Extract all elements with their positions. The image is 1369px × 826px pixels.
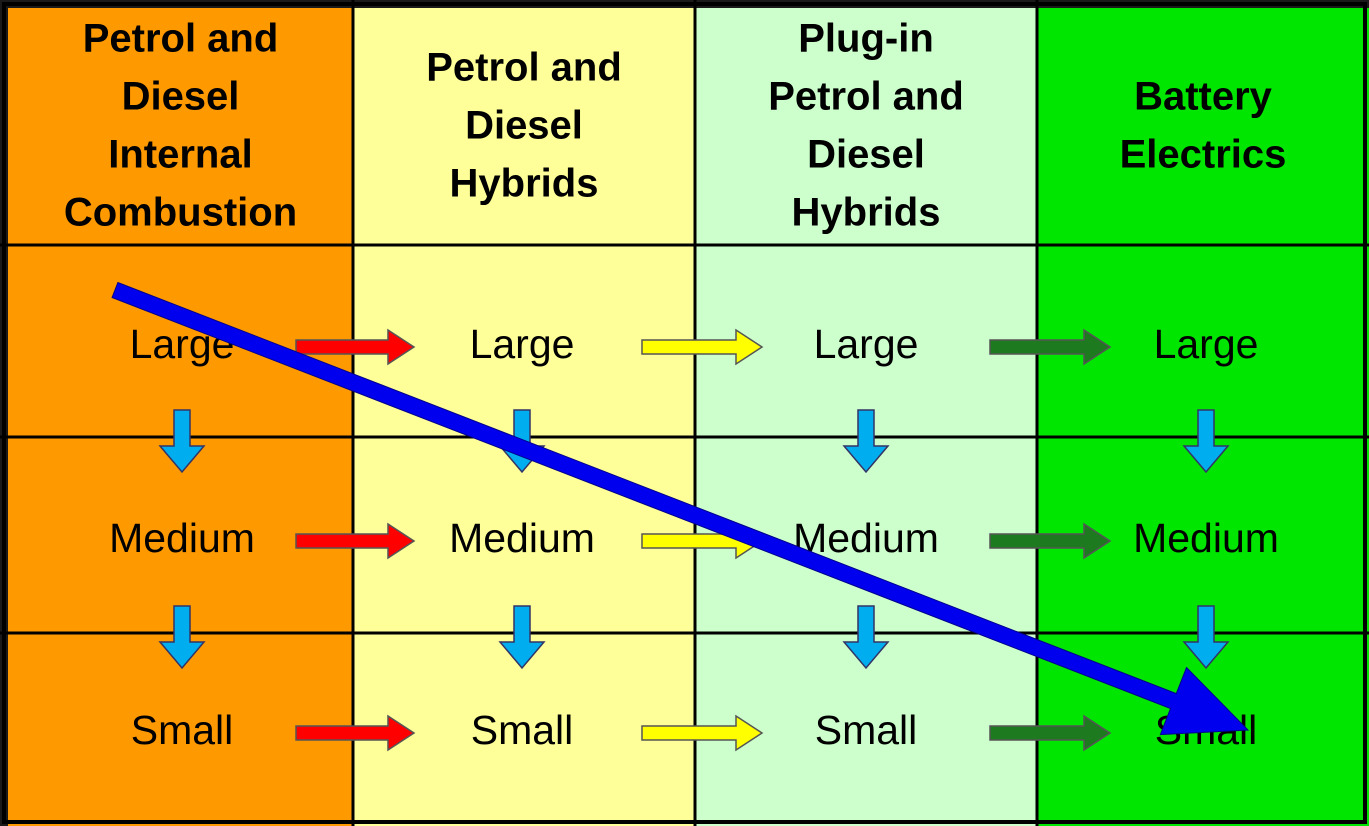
cell-label: Medium xyxy=(109,515,255,561)
column-header: Combustion xyxy=(64,191,297,235)
cell-label: Large xyxy=(470,321,575,367)
cell-label: Medium xyxy=(449,515,595,561)
column-header: Diesel xyxy=(122,75,240,119)
cell-label: Large xyxy=(1154,321,1259,367)
column-header: Electrics xyxy=(1120,133,1287,177)
down-arrow xyxy=(1182,605,1230,670)
trend-arrow xyxy=(111,281,1250,736)
column-header: Battery xyxy=(1134,75,1273,119)
right-arrow xyxy=(641,328,764,366)
right-arrow xyxy=(989,714,1112,752)
right-arrow xyxy=(295,328,416,366)
cell-label: Small xyxy=(815,707,918,753)
column-header: Petrol and xyxy=(426,46,622,90)
column-header: Diesel xyxy=(807,133,925,177)
column-header: Hybrids xyxy=(792,191,941,235)
column-header: Hybrids xyxy=(450,162,599,206)
down-arrow xyxy=(498,605,546,670)
right-arrow xyxy=(295,522,416,560)
down-arrow xyxy=(1182,409,1230,474)
column-header: Petrol and xyxy=(83,17,279,61)
down-arrow xyxy=(842,605,890,670)
column-header: Internal xyxy=(108,133,252,177)
cell-label: Small xyxy=(471,707,574,753)
column-header: Petrol and xyxy=(768,75,964,119)
cell-label: Medium xyxy=(1133,515,1279,561)
right-arrow xyxy=(641,714,764,752)
cell-label: Medium xyxy=(793,515,939,561)
down-arrow xyxy=(842,409,890,474)
column-header: Diesel xyxy=(465,104,583,148)
cell-label: Large xyxy=(814,321,919,367)
down-arrow xyxy=(158,605,206,670)
right-arrow xyxy=(295,714,416,752)
cell-label: Small xyxy=(131,707,234,753)
column-header: Plug-in xyxy=(798,17,934,61)
right-arrow xyxy=(989,522,1112,560)
down-arrow xyxy=(158,409,206,474)
right-arrow xyxy=(989,328,1112,366)
